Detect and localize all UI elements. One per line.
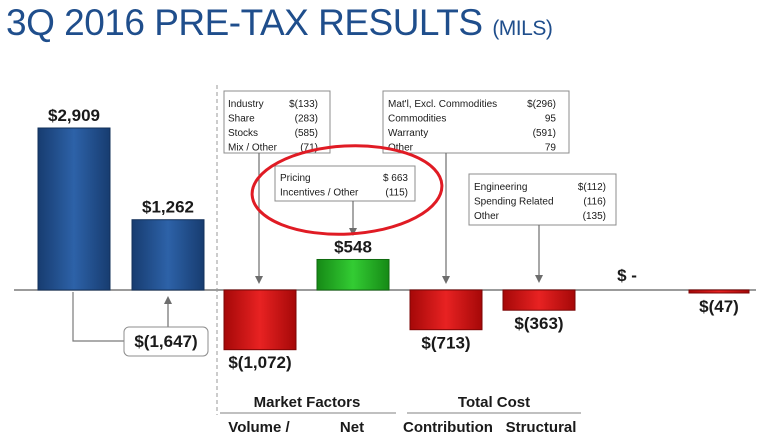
callout-c3-label-1: Commodities — [388, 114, 446, 125]
callout-c3-label-0: Mat'l, Excl. Commodities — [388, 99, 497, 110]
callout-c1-label-0: Industry — [228, 99, 264, 110]
bar-b5 — [502, 289, 576, 311]
bars-layer — [37, 127, 750, 351]
bar-label-b3: $548 — [334, 237, 372, 256]
page-title: 3Q 2016 PRE-TAX RESULTS (MILS) — [6, 2, 553, 44]
sub-header-volume: Volume / — [228, 419, 290, 432]
callout-c4-label-0: Engineering — [474, 182, 527, 193]
callout-box-3 — [382, 90, 570, 154]
bar-b2 — [223, 289, 297, 351]
callout-c4-value-1: (116) — [583, 197, 606, 208]
callout-text-layer: Industry $(133) Share (283) Stocks (585) Mix /… — [228, 99, 606, 222]
callout-c2-value-1: (115) — [385, 188, 408, 199]
callout-c4-label-2: Other — [474, 211, 500, 222]
group-header-total-cost: Total Cost — [458, 394, 530, 411]
bar-b4 — [409, 289, 483, 331]
group-header-market-factors: Market Factors — [254, 394, 361, 411]
difference-box — [123, 326, 209, 357]
callout-c1-value-2: (585) — [295, 128, 318, 139]
bar-b7 — [688, 289, 750, 294]
bar-label-b1: $1,262 — [142, 198, 194, 217]
bar-label-b5: $(363) — [514, 314, 563, 333]
callout-c3-value-2: (591) — [533, 128, 556, 139]
bar-b3 — [316, 258, 390, 291]
bar-label-b6: $ - — [617, 266, 637, 285]
callout-c2-label-0: Pricing — [280, 173, 311, 184]
bar-label-b4: $(713) — [421, 334, 470, 353]
bar-label-b2: $(1,072) — [228, 353, 291, 372]
annotation-ring — [250, 144, 444, 236]
sub-header-net: Net — [340, 419, 364, 432]
callout-c3-value-1: 95 — [545, 114, 557, 125]
bar-label-b0: $2,909 — [48, 106, 100, 125]
callout-box-1 — [223, 90, 331, 154]
callout-c3-label-3: Other — [388, 143, 414, 154]
bar-b0 — [37, 127, 111, 291]
title-unit: (MILS) — [492, 17, 553, 40]
callout-c3-label-2: Warranty — [388, 128, 428, 139]
bar-b1 — [131, 219, 205, 291]
title-text: 3Q 2016 PRE-TAX RESULTS — [6, 2, 483, 43]
callout-c3-value-0: $(296) — [527, 99, 556, 110]
callout-c2-value-0: $ 663 — [383, 173, 408, 184]
callout-box-4 — [468, 173, 617, 226]
callout-c3-value-3: 79 — [545, 143, 557, 154]
sub-header-structural: Structural — [506, 419, 577, 432]
callout-c4-label-1: Spending Related — [474, 197, 554, 208]
callout-c1-value-3: (71) — [300, 143, 318, 154]
callout-box-2 — [274, 165, 416, 202]
callout-c1-label-2: Stocks — [228, 128, 258, 139]
difference-label: $(1,647) — [134, 332, 197, 351]
difference-bracket — [72, 292, 124, 342]
callout-c2-label-1: Incentives / Other — [280, 188, 359, 199]
callout-c1-label-3: Mix / Other — [228, 143, 278, 154]
callout-c1-value-0: $(133) — [289, 99, 318, 110]
callout-c1-label-1: Share — [228, 114, 255, 125]
callout-c4-value-2: (135) — [583, 211, 606, 222]
bar-labels-layer: $2,909 $1,262 $(1,072) $548 $(713) $(363) $ - $… — [48, 106, 739, 372]
sub-header-contribution: Contribution — [403, 419, 493, 432]
callout-c1-value-1: (283) — [295, 114, 318, 125]
bar-label-b7: $(47) — [699, 297, 739, 316]
callout-c4-value-0: $(112) — [578, 182, 606, 193]
